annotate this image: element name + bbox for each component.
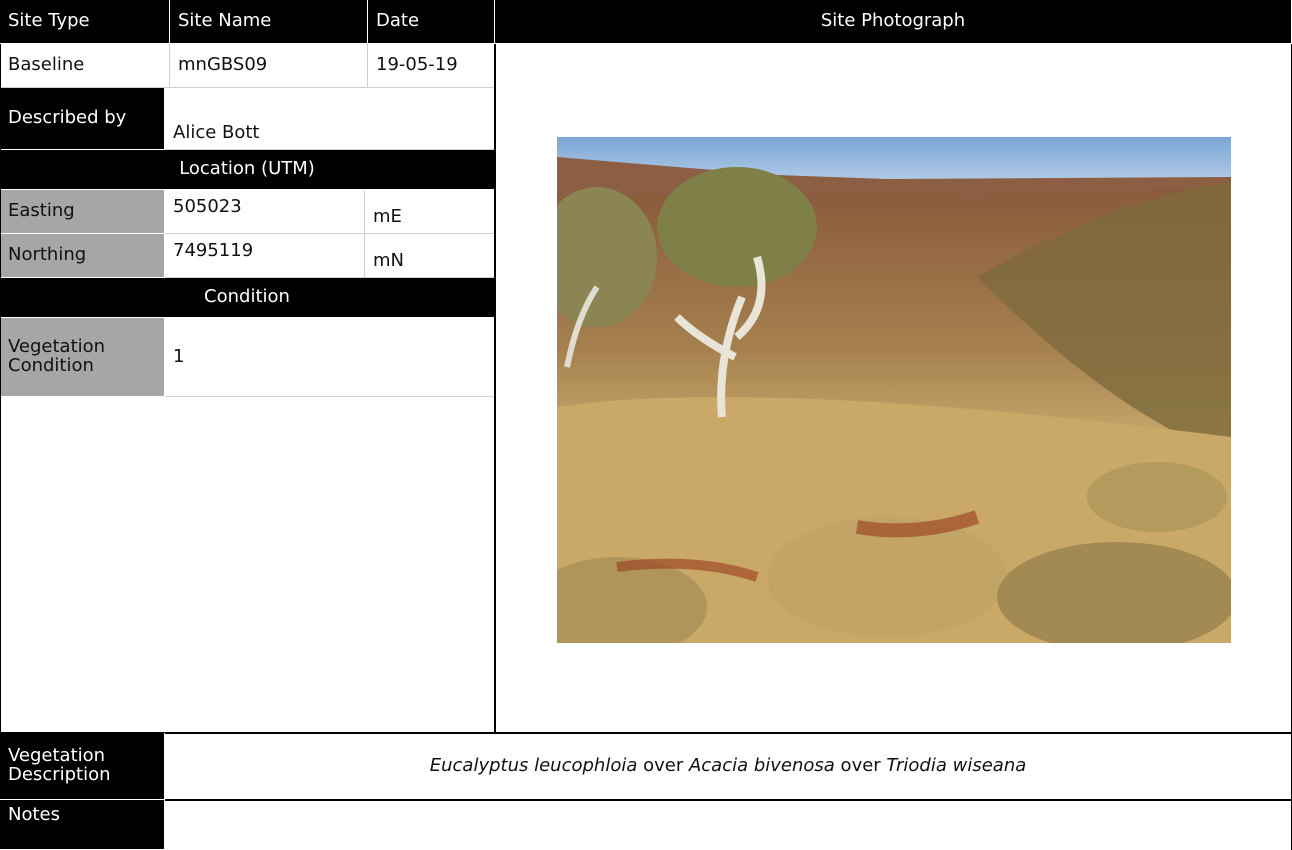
described-by-label: Described by xyxy=(0,88,165,150)
row-label: Easting xyxy=(0,190,165,234)
description-segment: over xyxy=(637,757,689,776)
row-value: 505023 xyxy=(165,190,365,234)
row-unit: mE xyxy=(365,190,495,234)
description-text: Eucalyptus leucophloia over Acacia biven… xyxy=(165,733,1291,800)
description-segment: Acacia bivenosa xyxy=(689,757,835,776)
row-unit: mN xyxy=(365,234,495,278)
notes-label: Notes xyxy=(0,800,165,850)
description-segment: Eucalyptus leucophloia xyxy=(430,757,638,776)
site-photo xyxy=(557,137,1231,643)
description-segment: over xyxy=(835,757,887,776)
header-cell: Site Name xyxy=(170,0,368,44)
divider xyxy=(0,44,1,850)
row-label: Northing xyxy=(0,234,165,278)
site-type: Baseline xyxy=(0,44,170,88)
described-by-value: Alice Bott xyxy=(165,88,495,150)
divider xyxy=(494,44,496,733)
section-title: Condition xyxy=(0,278,495,318)
site-date: 19-05-19 xyxy=(368,44,495,88)
site-name: mnGBS09 xyxy=(170,44,368,88)
header-cell: Date xyxy=(368,0,495,44)
header-cell: Site Photograph xyxy=(495,0,1292,44)
row-value: 7495119 xyxy=(165,234,365,278)
description-label: Vegetation Description xyxy=(0,733,165,800)
header-cell: Site Type xyxy=(0,0,170,44)
condition-value: 1 xyxy=(165,318,495,397)
section-title: Location (UTM) xyxy=(0,150,495,190)
description-segment: Triodia wiseana xyxy=(886,757,1026,776)
condition-label: Vegetation Condition xyxy=(0,318,165,397)
site-sheet: Site Type Site Name Date Site Photograph… xyxy=(0,0,1292,850)
